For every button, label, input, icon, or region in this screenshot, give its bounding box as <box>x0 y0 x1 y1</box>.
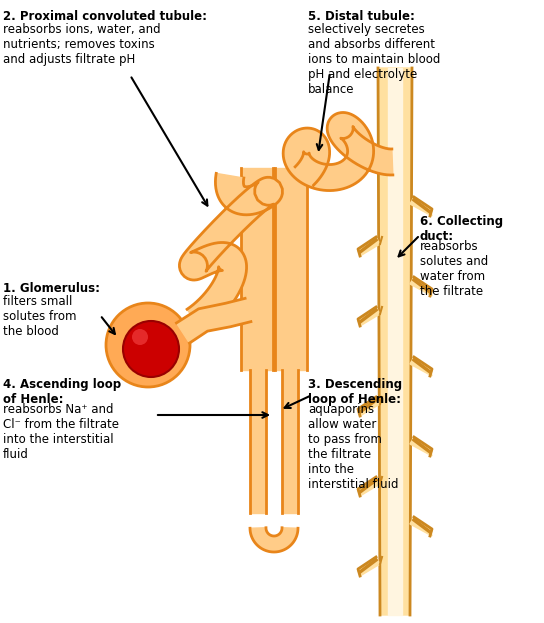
Polygon shape <box>388 68 402 615</box>
Text: filters small
solutes from
the blood: filters small solutes from the blood <box>3 295 77 338</box>
Polygon shape <box>360 397 380 416</box>
Text: reabsorbs
solutes and
water from
the filtrate: reabsorbs solutes and water from the fil… <box>420 240 489 298</box>
Text: 1. Glomerulus:: 1. Glomerulus: <box>3 282 100 295</box>
Polygon shape <box>378 68 412 615</box>
Polygon shape <box>410 277 432 296</box>
Polygon shape <box>273 168 307 370</box>
Circle shape <box>132 329 148 345</box>
Polygon shape <box>180 173 282 332</box>
Polygon shape <box>241 168 275 370</box>
Polygon shape <box>360 157 380 176</box>
Polygon shape <box>283 113 393 191</box>
Polygon shape <box>282 370 298 513</box>
Polygon shape <box>410 197 432 216</box>
Polygon shape <box>250 370 266 513</box>
Text: 2. Proximal convoluted tubule:: 2. Proximal convoluted tubule: <box>3 10 207 23</box>
Text: 3. Descending
loop of Henle:: 3. Descending loop of Henle: <box>308 378 402 406</box>
Polygon shape <box>360 477 380 496</box>
Text: 6. Collecting
duct:: 6. Collecting duct: <box>420 215 503 243</box>
Polygon shape <box>360 237 380 256</box>
Text: 4. Ascending loop
of Henle:: 4. Ascending loop of Henle: <box>3 378 121 406</box>
Polygon shape <box>360 307 380 326</box>
Text: aquaporins
allow water
to pass from
the filtrate
into the
interstitial fluid: aquaporins allow water to pass from the … <box>308 403 399 491</box>
Text: 5. Distal tubule:: 5. Distal tubule: <box>308 10 415 23</box>
Text: reabsorbs ions, water, and
nutrients; removes toxins
and adjusts filtrate pH: reabsorbs ions, water, and nutrients; re… <box>3 24 160 67</box>
Polygon shape <box>410 437 432 456</box>
Text: selectively secretes
and absorbs different
ions to maintain blood
pH and electro: selectively secretes and absorbs differe… <box>308 24 441 97</box>
Polygon shape <box>410 517 432 536</box>
Text: reabsorbs Na⁺ and
Cl⁻ from the filtrate
into the interstitial
fluid: reabsorbs Na⁺ and Cl⁻ from the filtrate … <box>3 403 119 461</box>
Polygon shape <box>410 357 432 376</box>
Circle shape <box>123 321 179 377</box>
Polygon shape <box>360 557 380 576</box>
Polygon shape <box>250 528 298 552</box>
Circle shape <box>106 303 190 387</box>
Polygon shape <box>176 298 251 343</box>
